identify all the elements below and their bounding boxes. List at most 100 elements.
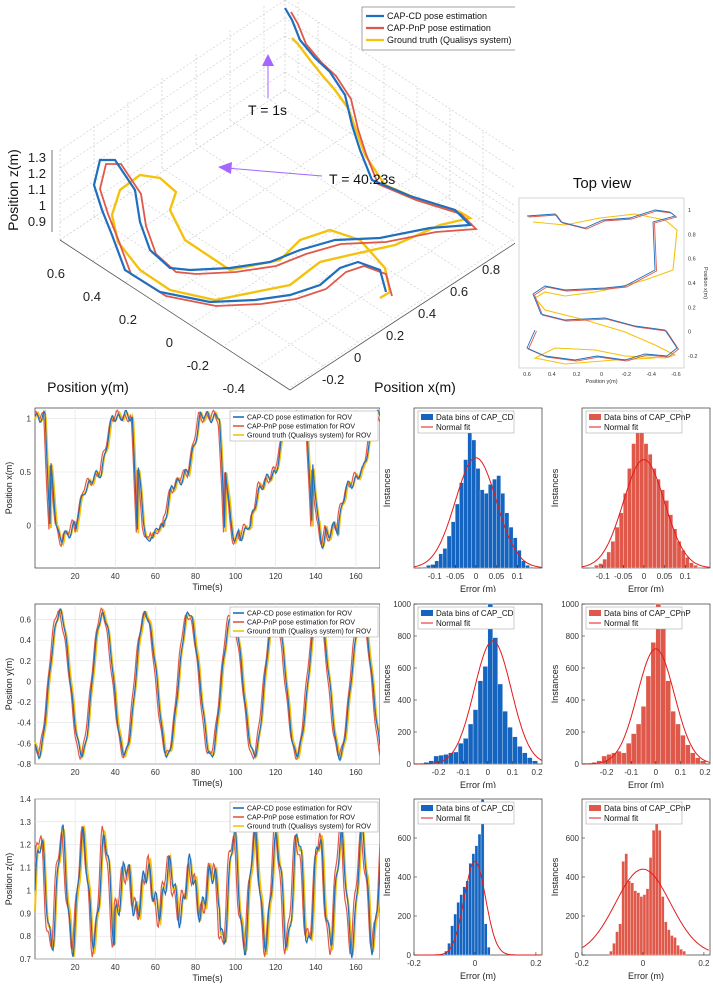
grid-line bbox=[284, 71, 521, 228]
histogram-bar bbox=[467, 418, 472, 569]
y-tick-label: 1 bbox=[688, 208, 691, 214]
y-tick-label: 1.1 bbox=[20, 864, 32, 873]
grid-line bbox=[257, 215, 484, 367]
y-tick-label: 0.4 bbox=[20, 636, 32, 645]
histogram-bar bbox=[606, 551, 612, 569]
histogram-bar bbox=[609, 950, 613, 956]
grid-line bbox=[59, 89, 286, 241]
histogram-bar bbox=[590, 566, 595, 569]
histogram-bar bbox=[658, 830, 662, 956]
y-tick-label: 0.2 bbox=[688, 305, 696, 311]
legend-entry: CAP-PnP pose estimation for ROV bbox=[247, 620, 355, 627]
histogram-bar bbox=[468, 863, 473, 956]
histogram-bar bbox=[679, 948, 683, 956]
x-tick-label: 140 bbox=[309, 572, 323, 581]
legend-entry: Data bins of CAP_CPnP bbox=[604, 804, 691, 813]
x-tick-label: 100 bbox=[229, 768, 243, 777]
x-tick-label: 0.2 bbox=[698, 959, 710, 968]
x-tick-label: 20 bbox=[71, 963, 80, 972]
x-tick-label: -0.05 bbox=[614, 572, 633, 581]
x-tick-label: 20 bbox=[71, 768, 80, 777]
x-axis-label: Error (m) bbox=[628, 780, 664, 788]
y-tick-label: 1.3 bbox=[20, 818, 32, 827]
x-tick-label: 160 bbox=[349, 572, 363, 581]
y-tick-label: 800 bbox=[566, 632, 580, 641]
y-tick-label: 800 bbox=[398, 632, 412, 641]
y-axis-label: Position x(m) bbox=[702, 267, 708, 299]
x-tick-label: 0 bbox=[486, 768, 491, 777]
y-tick-label: 1.2 bbox=[20, 841, 32, 850]
histogram-bar bbox=[430, 564, 435, 569]
legend-swatch-bins bbox=[421, 805, 433, 811]
x-tick-label: 40 bbox=[111, 768, 120, 777]
y-axis-label: Instances bbox=[550, 857, 560, 896]
legend-box bbox=[229, 801, 379, 833]
histogram-y-pnp-chart: -0.2 -0.1 0 0.1 0.2 0 200 400 600 800 1000 Error (m… bbox=[550, 600, 711, 790]
legend-box bbox=[585, 606, 683, 630]
x-tick-label: 120 bbox=[269, 963, 283, 972]
histogram-bar bbox=[601, 755, 607, 765]
x-axis-label: Error (m) bbox=[460, 780, 496, 788]
x-axis-label: Time(s) bbox=[192, 973, 222, 983]
histogram-bar bbox=[665, 680, 671, 765]
y-tick-label: -0.4 bbox=[17, 719, 31, 728]
y-axis-label: Position y(m) bbox=[4, 658, 14, 711]
grid-line bbox=[59, 17, 286, 169]
top-view-title: Top view bbox=[573, 175, 632, 192]
histogram-bar bbox=[660, 624, 666, 765]
legend-box bbox=[229, 410, 379, 442]
x-tick-label: 0.4 bbox=[548, 372, 556, 378]
y-tick-label: -0.8 bbox=[17, 760, 31, 769]
trajectory-3d-panel: 0.911.11.21.30.60.40.20-0.2-0.4-0.6-0.20… bbox=[0, 0, 529, 419]
histogram-bar bbox=[623, 493, 628, 569]
histogram-bar bbox=[502, 711, 508, 765]
x-axis-label: Time(s) bbox=[192, 778, 222, 788]
histogram-y-pnp-panel: -0.2 -0.1 0 0.1 0.2 0 200 400 600 800 1000 Error (m… bbox=[548, 598, 713, 790]
histogram-bar bbox=[598, 563, 603, 569]
y-tick-label: 1 bbox=[27, 886, 32, 895]
time-series-z-panel: 20 40 60 80 100 120 140 160 0.7 0.8 0.9 1 1.1 1.2 1.3 1… bbox=[0, 793, 381, 985]
legend-entry: CAP-CD pose estimation bbox=[387, 11, 487, 21]
histogram-bar bbox=[673, 937, 677, 956]
x-tick-label: 0 bbox=[642, 572, 647, 581]
grid-line bbox=[158, 152, 385, 304]
x-tick-label: 0.2 bbox=[530, 959, 542, 968]
y-tick-label: 600 bbox=[398, 664, 412, 673]
histogram-bar bbox=[496, 475, 501, 569]
series-line-cd bbox=[34, 409, 381, 550]
histogram-bar bbox=[522, 752, 528, 765]
histogram-bar bbox=[631, 443, 636, 569]
y-axis-label: Position y(m) bbox=[47, 379, 129, 395]
histogram-bar bbox=[451, 521, 456, 569]
histogram-bar bbox=[700, 760, 706, 765]
histogram-bar bbox=[693, 565, 698, 569]
y-tick-label: 0.6 bbox=[47, 266, 65, 281]
histogram-bar bbox=[615, 931, 619, 956]
y-tick-label: 200 bbox=[398, 728, 412, 737]
grid-line bbox=[59, 35, 286, 187]
histogram-bar bbox=[621, 861, 625, 956]
series-line-pnp bbox=[99, 11, 479, 307]
x-tick-label: 0.2 bbox=[573, 372, 581, 378]
normal-fit-curve bbox=[581, 868, 710, 951]
histogram-bar bbox=[624, 853, 628, 956]
x-tick-label: 80 bbox=[191, 768, 200, 777]
grid-line bbox=[284, 0, 521, 156]
x-axis-label: Error (m) bbox=[628, 584, 664, 592]
histogram-bar bbox=[465, 880, 470, 956]
x-tick-label: 80 bbox=[191, 963, 200, 972]
histogram-bar bbox=[492, 478, 497, 569]
histogram-bar bbox=[685, 557, 690, 569]
x-tick-label: 0 bbox=[354, 350, 361, 365]
x-axis-label: Position x(m) bbox=[374, 379, 456, 395]
histogram-bar bbox=[670, 935, 674, 956]
histogram-bar bbox=[527, 757, 533, 765]
histogram-bar bbox=[610, 541, 616, 569]
histogram-bar bbox=[672, 528, 678, 569]
grid-line bbox=[93, 215, 325, 367]
grid-line bbox=[284, 53, 521, 210]
histogram-bar bbox=[640, 706, 647, 765]
series-line-cd bbox=[34, 821, 381, 959]
grid-line bbox=[125, 131, 352, 283]
